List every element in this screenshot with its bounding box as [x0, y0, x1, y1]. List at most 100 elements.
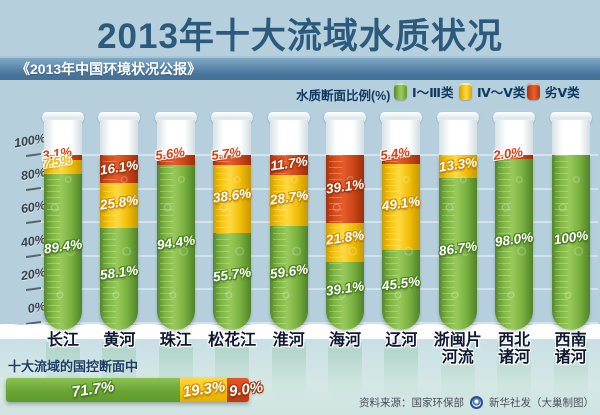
river-label-line: 海河 — [328, 332, 361, 349]
tube-松花江 — [211, 112, 254, 330]
river-label-黄河: 黄河 — [74, 332, 164, 349]
tube-rim — [324, 112, 366, 123]
tube-rim — [154, 112, 197, 123]
river-label-长江: 长江 — [18, 332, 108, 349]
tube-fill — [382, 155, 421, 330]
tube-rim — [42, 112, 84, 123]
tube-黄河 — [98, 112, 141, 330]
summary-title: 十大流域的国控断面中 — [8, 359, 139, 374]
xinhua-logo-icon — [470, 396, 483, 409]
tube-reflection — [440, 342, 475, 402]
river-label-西南诸河: 西南 诸河 — [526, 332, 600, 366]
legend-swatch-fair-icon — [459, 83, 472, 100]
tube-fill — [438, 155, 477, 330]
tube-neck — [100, 120, 139, 157]
footer: 资料来源：国家环保部 新华社发（大巢制图） — [359, 395, 594, 410]
river-label-line: 黄河 — [103, 332, 136, 349]
tube-reflection — [553, 342, 588, 402]
river-label-淮河: 淮河 — [244, 332, 334, 349]
summary-segment-poor — [227, 378, 249, 402]
y-axis-label: 80% — [19, 164, 47, 183]
legend-label: Ⅰ～Ⅲ类 — [412, 86, 454, 100]
summary-segment-good — [6, 378, 181, 402]
tube-长江 — [42, 112, 84, 330]
tube-珠江 — [154, 112, 197, 330]
y-axis-label: 100% — [12, 131, 47, 151]
river-label-珠江: 珠江 — [131, 332, 221, 349]
river-label-line: 松花江 — [208, 332, 257, 349]
y-axis-label: 40% — [19, 231, 47, 251]
river-label-line: 辽河 — [385, 332, 418, 349]
y-axis-tick — [25, 220, 42, 225]
report-subtitle: 《2013年中国环境状况公报》 — [16, 61, 202, 77]
legend-item-fair: Ⅳ～Ⅴ类 — [459, 82, 525, 101]
river-label-line: 西南 — [554, 332, 587, 349]
tube-reflection — [328, 342, 362, 402]
source-text: 资料来源：国家环保部 — [359, 397, 464, 409]
river-label-line: 浙闽片 — [433, 332, 482, 349]
river-label-line: 珠江 — [159, 332, 192, 349]
gridline — [30, 288, 598, 291]
river-label-line: 诸河 — [554, 349, 587, 366]
tube-西北诸河 — [493, 112, 536, 330]
river-label-line: 长江 — [46, 332, 79, 349]
legend-item-poor: 劣Ⅴ类 — [527, 82, 580, 101]
tube-neck — [156, 120, 195, 157]
tube-浙闽片河流 — [436, 112, 479, 330]
table-surface-floor — [0, 339, 600, 415]
tube-辽河 — [380, 112, 423, 330]
tube-neck — [551, 120, 590, 157]
y-axis-tick — [25, 186, 42, 191]
gridline — [30, 221, 598, 224]
tube-reflection — [497, 342, 532, 402]
tube-rim — [267, 112, 310, 123]
tube-fill — [100, 155, 139, 330]
legend-label: 劣Ⅴ类 — [545, 86, 580, 100]
credit-text: 新华社发（大巢制图） — [489, 397, 594, 409]
river-label-line: 西北 — [498, 332, 531, 349]
legend-swatch-good-icon — [394, 83, 407, 100]
tube-fill — [326, 155, 364, 330]
tube-rim — [436, 112, 479, 123]
y-axis-label: 0% — [26, 299, 47, 317]
river-label-西北诸河: 西北 诸河 — [469, 332, 559, 366]
tube-fill — [269, 155, 308, 330]
tube-fill — [44, 155, 82, 330]
subtitle-band — [0, 56, 600, 80]
tube-淮河 — [267, 112, 310, 330]
tube-rim — [549, 112, 592, 123]
tube-fill — [213, 155, 252, 330]
tube-neck — [495, 120, 534, 157]
tube-neck — [44, 120, 82, 157]
tube-neck — [213, 120, 252, 157]
y-axis-label: 20% — [19, 265, 47, 284]
tube-fill — [156, 155, 195, 330]
summary-segment-fair — [180, 378, 228, 402]
tube-rim — [380, 112, 423, 123]
river-label-line: 河流 — [441, 349, 474, 366]
summary-bar — [6, 378, 249, 402]
legend-title: 水质断面比例(%) — [296, 89, 391, 103]
river-label-line: 淮河 — [272, 332, 305, 349]
tube-reflection — [384, 342, 419, 402]
tube-neck — [326, 120, 364, 157]
y-axis-label: 60% — [19, 198, 47, 217]
tube-rim — [493, 112, 536, 123]
tube-海河 — [324, 112, 366, 330]
tube-fill — [551, 155, 590, 330]
gridline — [30, 154, 598, 156]
river-label-浙闽片河流: 浙闽片 河流 — [413, 332, 503, 366]
page-title: 2013年十大流域水质状况 — [97, 17, 503, 56]
y-axis-tick — [25, 253, 42, 258]
river-label-海河: 海河 — [300, 332, 390, 349]
legend-label: Ⅳ～Ⅴ类 — [477, 86, 526, 100]
tube-neck — [438, 120, 477, 157]
river-label-松花江: 松花江 — [187, 332, 277, 349]
tube-neck — [382, 120, 421, 157]
tube-rim — [98, 112, 141, 123]
tube-西南诸河 — [549, 112, 592, 330]
gridline — [30, 187, 598, 190]
river-label-line: 诸河 — [498, 349, 531, 366]
legend-item-good: Ⅰ～Ⅲ类 — [394, 82, 453, 101]
